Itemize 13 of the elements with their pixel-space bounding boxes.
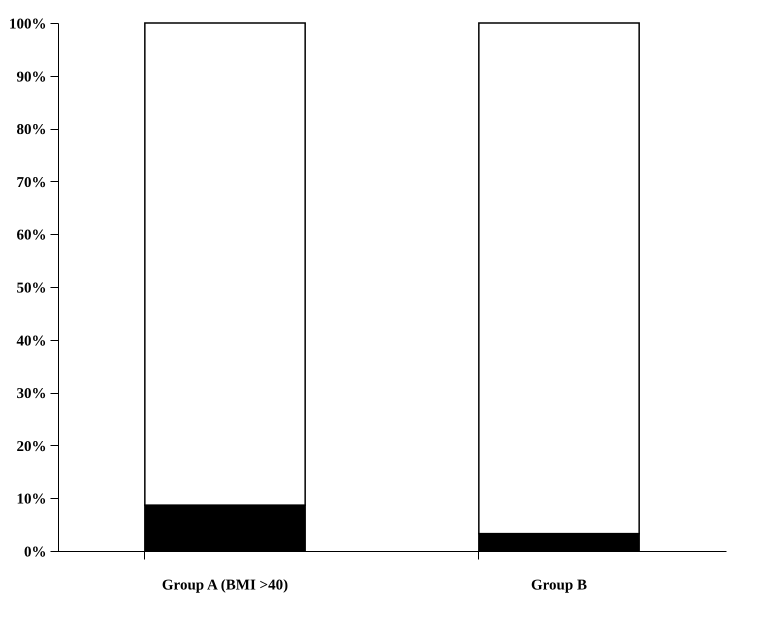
y-tick-label: 40% xyxy=(16,333,46,350)
y-tick-label: 90% xyxy=(16,69,46,86)
y-tick-label: 0% xyxy=(24,544,46,560)
x-tick-label: Group A (BMI >40) xyxy=(162,578,288,594)
y-tick-label: 60% xyxy=(16,228,46,244)
y-tick-label: 80% xyxy=(16,122,46,138)
y-tick-label: 30% xyxy=(16,386,46,402)
y-tick-label: 10% xyxy=(16,492,46,508)
y-tick-label: 20% xyxy=(16,438,46,455)
y-tick-label: 100% xyxy=(9,16,46,32)
y-tick-label: 70% xyxy=(16,174,46,191)
y-tick-label: 50% xyxy=(16,280,46,296)
x-tick-label: Group B xyxy=(531,578,587,594)
